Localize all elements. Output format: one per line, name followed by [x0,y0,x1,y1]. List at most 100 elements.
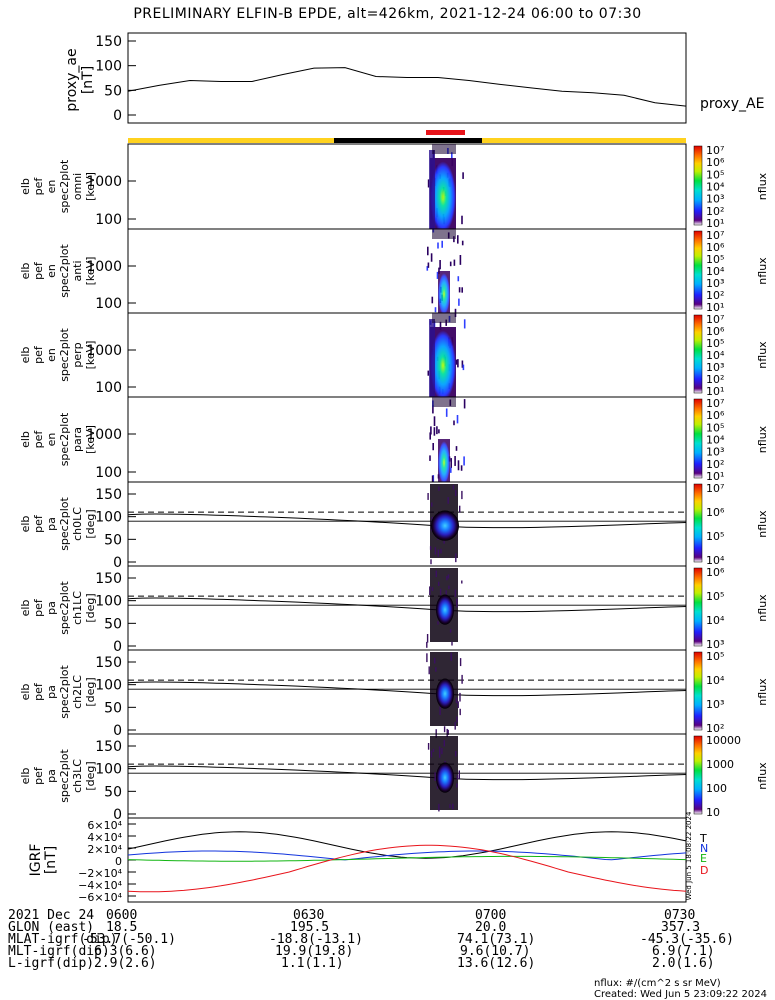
panel-ytick-label: 1000 [86,174,122,190]
proxy-ae-ytick-label: 0 [113,108,122,124]
proxy-ae-frame [127,32,687,124]
spectrogram-pixel [437,549,439,557]
spectrogram-pixel [427,246,429,256]
colorbar-tick-label: 10¹ [706,385,724,398]
panel-ylabel-perp: en [45,348,58,362]
panel-frame-perp [127,312,687,398]
panel-ytick-label: 100 [95,380,122,396]
spectrogram-pixel [462,172,464,179]
created-date: Created: Wed Jun 5 23:09:22 2024 [594,989,767,1000]
footer-cell: 357.3 [661,920,701,935]
panel-ytick-label: 0 [113,639,122,655]
colorbar-tick-label: 10⁶ [706,241,725,254]
igrf-ytick-label: −4×10⁴ [78,879,122,892]
colorbar-tick-label: 100 [706,782,727,795]
igrf-ytick-label: 0 [115,855,122,868]
spectrogram-core-ch0LC [431,510,459,541]
spectrogram-pixel [456,599,458,605]
panel-ytick-label: 50 [104,784,122,800]
spectrogram-pixel [445,408,448,417]
spectrogram-pixel [439,748,441,758]
panel-ytick-label: 0 [113,555,122,571]
footer-row-label: 2021 Dec 24 [8,908,95,923]
panel-ytick-label: 50 [104,532,122,548]
footer-cell: 0600 [106,908,138,923]
panel-ylabel-anti: [keV] [84,257,97,286]
panel-ylabel-omni: elb [19,178,32,195]
proxy-ae-ylabel-units: [nT] [80,66,96,94]
spectrogram-pixel [463,319,466,329]
panel-ytick-label: 100 [95,510,122,526]
panel-ylabel-ch0LC: elb [19,516,32,533]
spectrogram-pixel [435,729,437,738]
igrf-ytick-label: −6×10⁴ [78,891,122,904]
spectrogram-pixel [434,307,437,313]
spectrogram-pixel [443,740,445,747]
footer-cell: -18.8(-13.1) [269,932,363,947]
panel-ylabel-omni: [keV] [84,172,97,201]
spectrogram-pixel [455,553,457,563]
igrf-legend-D: D [700,864,708,877]
footer-cell: 2.0(1.6) [652,956,715,971]
colorbar-label: nflux [756,172,769,200]
footer-cell: 18.5 [106,920,138,935]
panel-frame-anti [127,228,687,314]
spectrogram-pixel [447,729,449,735]
spectrogram-pixel [453,236,455,243]
colorbar-tick-label: 10⁴ [706,554,725,567]
spectrogram-pixel [461,674,463,684]
spectrogram-pixel [455,751,457,757]
panel-ytick-label: 100 [95,465,122,481]
panel-ylabel-perp: pef [32,345,45,364]
spectrogram-pixel [449,261,452,267]
panel-ylabel-perp: [keV] [84,341,97,370]
status-bar-black [334,138,482,143]
igrf-east-line [127,855,687,862]
spectrogram-pixel [439,321,442,330]
spectrogram-pixel [432,443,434,451]
footer-cell: -45.3(-35.6) [640,932,734,947]
spectrogram-pixel [434,547,437,555]
panel-ylabel-anti: elb [19,263,32,280]
spectrogram-pixel [463,399,466,409]
page-title: PRELIMINARY ELFIN-B EPDE, alt=426km, 202… [133,6,642,22]
colorbar-tick-label: 10² [706,205,724,218]
status-bar-yellow-right [482,138,686,143]
created-note: nflux: #/(cm^2 s sr MeV) Created: Wed Ju… [594,978,767,1000]
spectrogram-pixel [458,770,460,780]
panel-ytick-label: 0 [113,807,122,823]
colorbar-perp [693,314,703,394]
proxy-ae-ylabel: proxy_ae [64,48,80,111]
spectrogram-pixel [458,298,460,306]
colorbar-tick-label: 10² [706,373,724,386]
spectrogram-pixel [455,490,457,497]
colorbar-tick-label: 10 [706,806,720,819]
spectrogram-pixel [441,748,443,755]
panel-ytick-label: 100 [95,762,122,778]
spectrogram-pixel [439,260,441,270]
spectrogram-pixel [427,743,430,750]
status-bar-yellow-left [128,138,334,143]
colorbar-label: nflux [756,257,769,285]
footer-cell: 0730 [664,908,696,923]
spectrogram-pixel [430,426,432,435]
panel-ylabel-perp: perp [71,342,84,367]
spectrogram-pixel [431,502,433,507]
spectrogram-core-ch2LC [436,678,454,709]
spectrogram-pixel [457,359,459,368]
footer-cell: 0630 [293,908,325,923]
spectrogram-pixel [440,548,442,554]
spectrogram-pixel [454,589,457,597]
spectrogram-pixel [450,458,452,469]
spectrogram-pixel [427,262,430,268]
colorbar-omni [693,145,703,226]
footer-cell: 9.6(10.7) [460,944,531,959]
footer-row-label: MLT-igrf(dip) [8,944,110,959]
spectrogram-pixel [453,420,455,426]
spectrogram-pixel [439,588,442,596]
spectrogram-pixel [459,255,462,265]
science-zone-bar [426,130,465,135]
panel-ylabel-ch3LC: ch3LC [71,759,84,793]
colorbar-tick-label: 10⁴ [706,181,725,194]
